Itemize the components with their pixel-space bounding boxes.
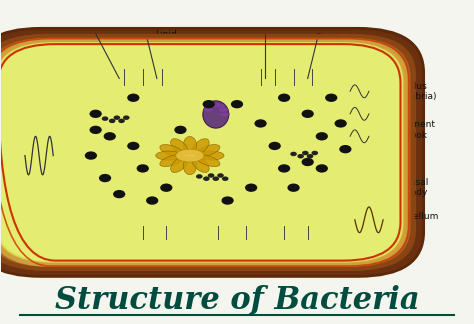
Circle shape — [311, 151, 318, 155]
Circle shape — [278, 94, 290, 102]
Ellipse shape — [183, 157, 197, 175]
Circle shape — [212, 177, 219, 181]
Circle shape — [335, 119, 347, 128]
Circle shape — [160, 183, 173, 192]
Circle shape — [109, 119, 116, 123]
Circle shape — [316, 132, 328, 141]
FancyBboxPatch shape — [0, 28, 424, 276]
Circle shape — [222, 177, 228, 181]
Text: Mesosome: Mesosome — [190, 45, 237, 79]
Circle shape — [302, 151, 309, 155]
Ellipse shape — [197, 155, 220, 167]
Ellipse shape — [210, 102, 221, 107]
Ellipse shape — [198, 151, 224, 160]
Text: Flagellum: Flagellum — [372, 208, 438, 221]
Circle shape — [307, 154, 313, 158]
Ellipse shape — [156, 151, 182, 160]
Circle shape — [287, 183, 300, 192]
Circle shape — [127, 94, 139, 102]
Ellipse shape — [171, 139, 188, 155]
FancyBboxPatch shape — [0, 42, 403, 263]
Text: Structure of Bacteria: Structure of Bacteria — [55, 284, 419, 316]
Text: Respiratory
enzymes: Respiratory enzymes — [315, 33, 367, 76]
Text: Mucilage: Mucilage — [245, 219, 286, 237]
Ellipse shape — [219, 112, 229, 117]
Circle shape — [217, 173, 224, 178]
Circle shape — [113, 190, 125, 198]
Text: Ribosome: Ribosome — [21, 177, 83, 186]
Ellipse shape — [215, 104, 225, 109]
Circle shape — [202, 100, 215, 108]
Circle shape — [123, 115, 129, 120]
Circle shape — [208, 173, 214, 178]
Circle shape — [221, 196, 234, 205]
Circle shape — [301, 110, 314, 118]
Ellipse shape — [160, 145, 183, 156]
Circle shape — [99, 174, 111, 182]
Ellipse shape — [206, 104, 217, 109]
Circle shape — [114, 115, 120, 120]
Ellipse shape — [192, 139, 209, 155]
FancyBboxPatch shape — [0, 32, 418, 272]
Circle shape — [290, 152, 297, 156]
Text: Cytoplasm: Cytoplasm — [310, 195, 369, 215]
Circle shape — [174, 126, 187, 134]
Text: Basal
body: Basal body — [372, 178, 428, 197]
Text: Glycogen: Glycogen — [93, 35, 136, 69]
Text: Pilus
(Fimbria): Pilus (Fimbria) — [372, 82, 436, 101]
Ellipse shape — [197, 145, 220, 156]
Text: Plasma
membrane: Plasma membrane — [193, 229, 243, 262]
Circle shape — [231, 100, 243, 108]
Text: Nuclear body
(Nucleoid): Nuclear body (Nucleoid) — [113, 226, 173, 262]
Circle shape — [203, 177, 210, 181]
Circle shape — [278, 164, 290, 173]
Circle shape — [339, 145, 352, 153]
Text: Lipid
globule: Lipid globule — [149, 30, 183, 69]
Circle shape — [245, 183, 257, 192]
Circle shape — [269, 142, 281, 150]
Circle shape — [255, 119, 267, 128]
Ellipse shape — [183, 136, 197, 154]
Text: Polyribosome: Polyribosome — [32, 205, 93, 224]
Ellipse shape — [171, 156, 188, 172]
Circle shape — [301, 158, 314, 166]
Circle shape — [146, 196, 158, 205]
Circle shape — [90, 126, 102, 134]
FancyBboxPatch shape — [0, 43, 401, 261]
Ellipse shape — [203, 107, 214, 112]
Circle shape — [325, 94, 337, 102]
Circle shape — [90, 110, 102, 118]
Ellipse shape — [203, 101, 229, 128]
Ellipse shape — [218, 107, 228, 112]
Circle shape — [196, 174, 202, 179]
Circle shape — [316, 164, 328, 173]
Circle shape — [137, 164, 149, 173]
Circle shape — [104, 132, 116, 141]
Circle shape — [297, 154, 304, 158]
Text: Filament
Hook: Filament Hook — [376, 120, 436, 140]
FancyBboxPatch shape — [0, 36, 413, 269]
Circle shape — [127, 142, 139, 150]
Ellipse shape — [176, 149, 204, 162]
Text: studywrap.com: studywrap.com — [6, 141, 11, 183]
Ellipse shape — [160, 155, 183, 167]
Circle shape — [85, 151, 97, 160]
Text: RNA: RNA — [25, 77, 84, 112]
Ellipse shape — [192, 156, 209, 172]
Circle shape — [102, 116, 109, 121]
Text: Cell wall: Cell wall — [251, 35, 289, 69]
Circle shape — [118, 119, 125, 123]
FancyBboxPatch shape — [0, 40, 407, 265]
